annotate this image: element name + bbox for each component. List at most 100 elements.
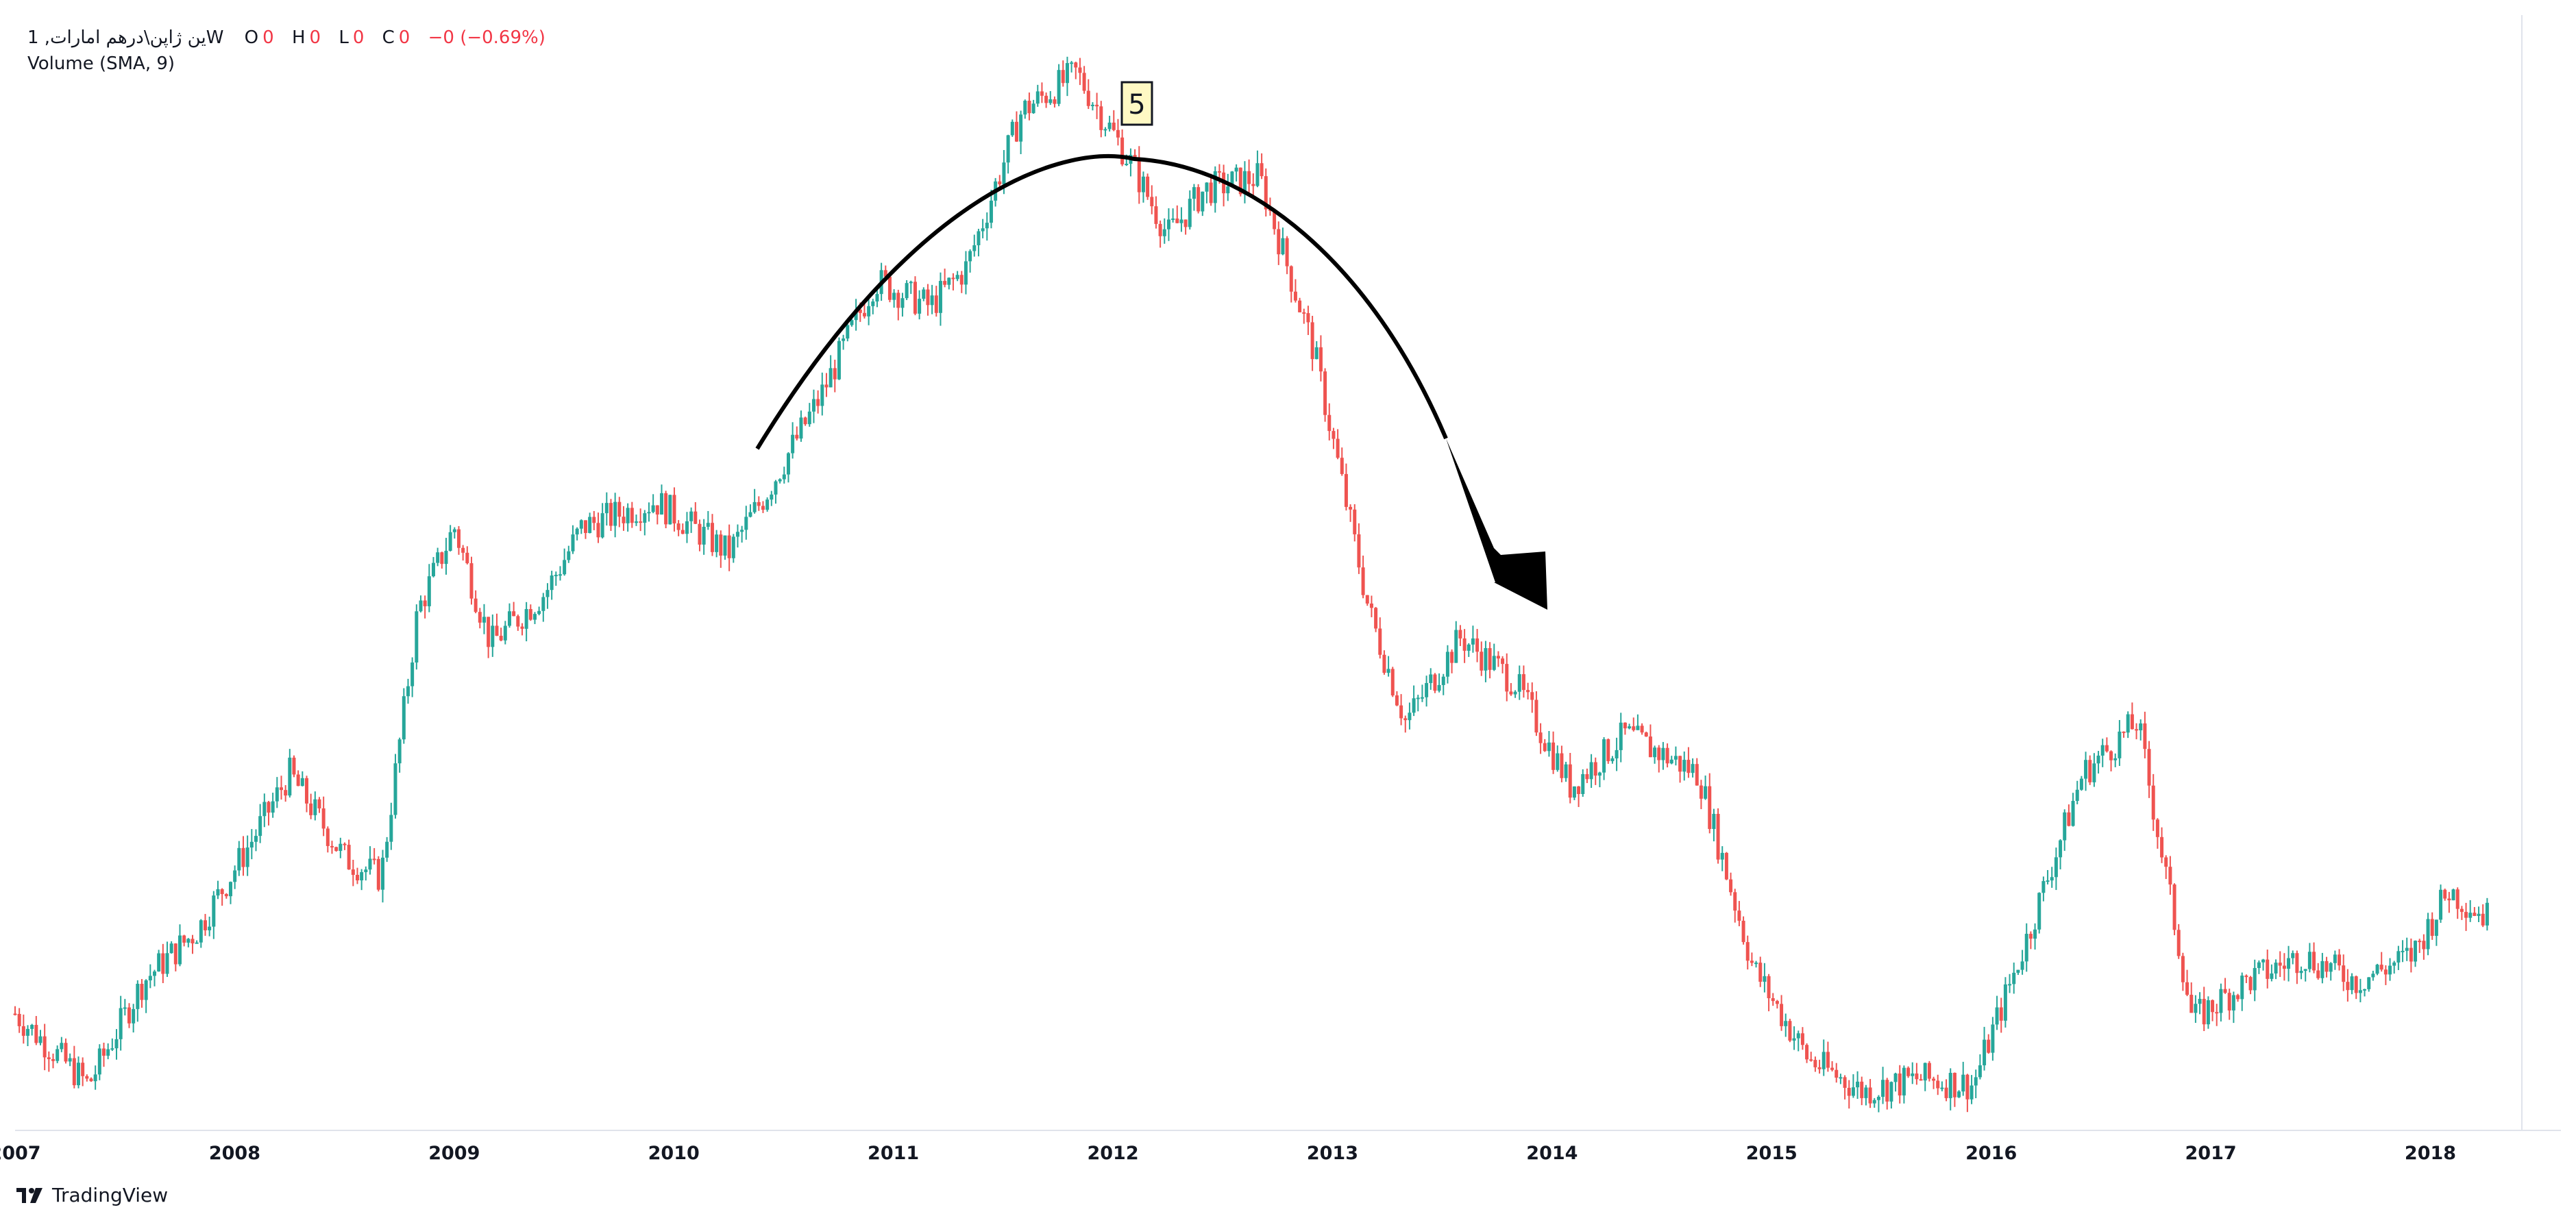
candle-down <box>1733 892 1737 911</box>
candle-down <box>2088 760 2092 782</box>
candle-down <box>1551 742 1556 770</box>
x-tick-label: 2013 <box>1307 1143 1358 1164</box>
candle-down <box>2354 976 2358 993</box>
candle-up <box>938 281 942 313</box>
candle-up <box>2118 731 2122 758</box>
candle-down <box>913 282 917 314</box>
candle-up <box>448 532 452 551</box>
candle-up <box>1513 691 1517 695</box>
candle-up <box>1242 171 1247 195</box>
candle-down <box>2282 965 2286 969</box>
candle-down <box>1349 506 1353 510</box>
candle-down <box>2067 812 2071 826</box>
candle-down <box>1382 654 1386 673</box>
candle-down <box>1919 1079 1923 1081</box>
candle-down <box>2346 982 2350 991</box>
candle-up <box>1230 171 1234 187</box>
candle-up <box>1314 347 1318 360</box>
candle-up <box>436 552 440 563</box>
candle-up <box>2096 755 2100 764</box>
candle-down <box>101 1048 106 1056</box>
candle-down <box>2473 913 2477 916</box>
candle-up <box>1911 1073 1915 1076</box>
candle-up <box>245 847 249 867</box>
candle-series <box>13 56 2489 1113</box>
candle-up <box>38 1036 42 1043</box>
candle-up <box>2126 714 2130 733</box>
candle-down <box>1133 155 1137 159</box>
candle-up <box>482 617 486 623</box>
candle-up <box>871 301 875 306</box>
candle-up <box>1065 63 1069 84</box>
candle-up <box>288 757 292 796</box>
candle-up <box>1420 697 1424 699</box>
candle-up <box>406 686 410 697</box>
candle-down <box>1648 736 1652 758</box>
arc-arrow-drawing[interactable] <box>755 154 1547 610</box>
tradingview-watermark[interactable]: TradingView <box>15 1184 168 1206</box>
candle-up <box>1961 1074 1965 1092</box>
candle-up <box>1572 786 1576 798</box>
candle-down <box>1027 101 1031 114</box>
candle-up <box>1048 99 1053 103</box>
volume-indicator-label[interactable]: Volume (SMA, 9) <box>27 53 175 74</box>
candle-down <box>1809 1059 1813 1061</box>
candle-down <box>1830 1067 1835 1070</box>
candle-down <box>1061 70 1065 84</box>
candle-down <box>680 530 685 534</box>
candle-down <box>617 501 622 517</box>
plot-area[interactable] <box>15 15 2561 1130</box>
wave-label-badge[interactable]: 5 <box>1120 81 1153 126</box>
candle-down <box>1695 764 1699 786</box>
candle-up <box>1386 669 1390 673</box>
candle-down <box>1868 1087 1872 1104</box>
candle-up <box>368 858 372 870</box>
candle-up <box>339 843 343 852</box>
candle-up <box>1923 1063 1927 1081</box>
candle-down <box>17 1013 21 1026</box>
candle-down <box>2464 912 2468 918</box>
candle-up <box>1416 697 1420 699</box>
candle-down <box>2481 913 2485 926</box>
candle-up <box>613 501 617 526</box>
candle-down <box>372 858 376 860</box>
candle-down <box>998 181 1002 185</box>
candle-down <box>1644 732 1648 737</box>
candle-up <box>588 517 592 533</box>
candle-up <box>900 298 905 308</box>
candle-up <box>2274 963 2278 974</box>
candle-down <box>1217 171 1221 173</box>
candle-down <box>1640 726 1644 733</box>
candle-down <box>1318 347 1323 372</box>
candle-up <box>2485 902 2489 926</box>
candle-up <box>1035 91 1040 104</box>
candle-down <box>1678 756 1682 772</box>
candle-up <box>752 501 757 512</box>
candle-up <box>169 943 173 954</box>
candle-up <box>829 368 833 388</box>
candle-up <box>537 610 541 615</box>
candle-up <box>2240 976 2244 1000</box>
candle-down <box>13 1013 17 1015</box>
candle-down <box>1264 176 1268 210</box>
candle-down <box>304 778 308 804</box>
candle-down <box>2379 965 2383 970</box>
candle-up <box>1792 1038 1796 1041</box>
candle-up <box>2451 889 2455 901</box>
candle-up <box>2375 965 2379 974</box>
candle-down <box>2418 941 2422 943</box>
candle-down <box>2223 989 2227 993</box>
candle-down <box>1758 963 1763 982</box>
candle-down <box>1078 67 1082 73</box>
candle-up <box>968 251 972 262</box>
candle-up <box>791 434 795 454</box>
candle-up <box>503 625 507 641</box>
candle-down <box>224 894 228 897</box>
candle-up <box>1002 162 1006 185</box>
x-tick-label: 2008 <box>209 1143 260 1164</box>
candle-down <box>1965 1074 1970 1100</box>
symbol-label[interactable]: ین ژاپن\درهم امارات, 1W <box>27 27 224 48</box>
candle-down <box>2342 965 2346 982</box>
candle-up <box>389 815 393 842</box>
